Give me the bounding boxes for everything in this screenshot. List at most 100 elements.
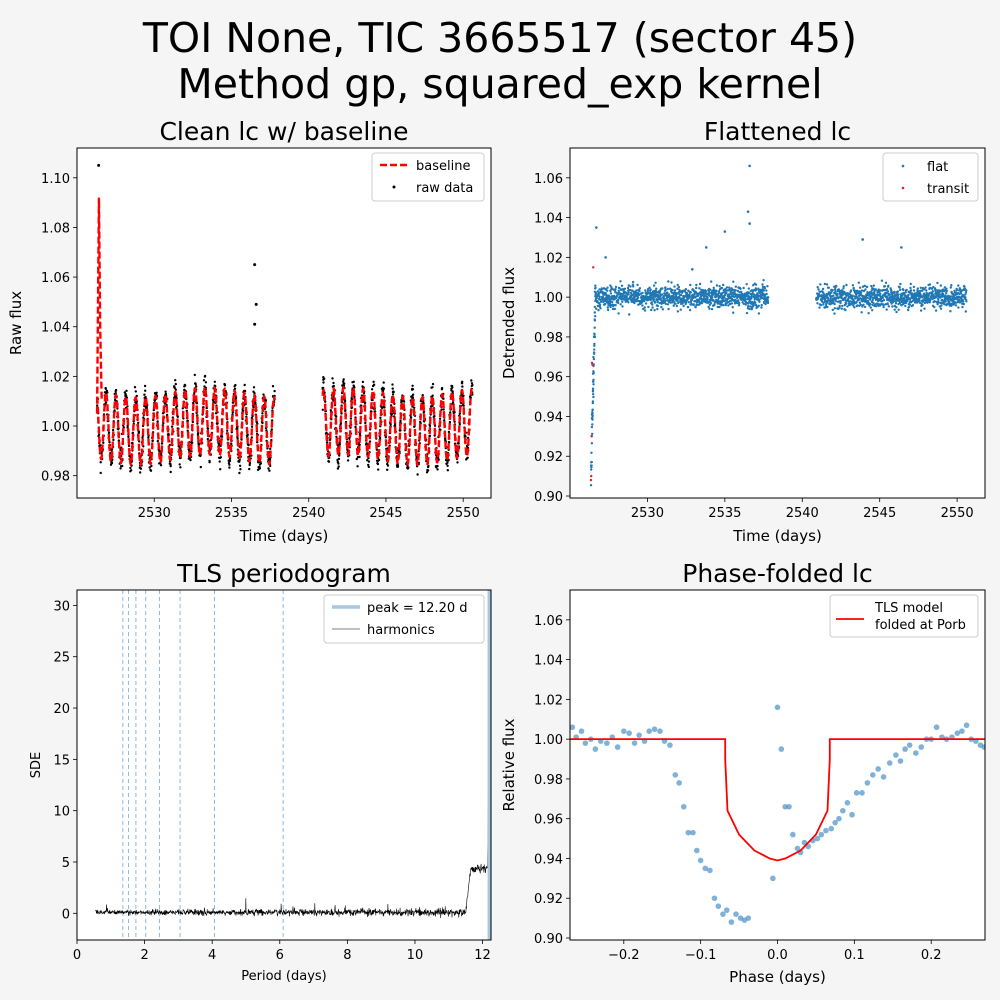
x-tick-label: 2550: [447, 506, 480, 521]
axes-frame: [569, 147, 986, 499]
x-tick-label: 2535: [215, 506, 248, 521]
raw-data-outlier: [253, 322, 257, 326]
flat-outlier: [704, 246, 708, 249]
y-tick-label: 1.04: [534, 654, 563, 669]
y-tick-label: 20: [53, 702, 70, 717]
flat-outlier: [748, 164, 751, 168]
y-tick-label: 1.06: [534, 172, 563, 187]
legend-raw-swatch: [392, 185, 396, 189]
axes-frame: [76, 147, 492, 499]
folded-point: [620, 728, 627, 734]
y-tick-label: 15: [53, 753, 70, 768]
folded-point: [794, 845, 801, 852]
folded-point: [954, 730, 961, 736]
transit-point: [591, 363, 594, 366]
folded-point: [614, 744, 621, 750]
legend-box: [323, 594, 485, 644]
folded-point: [694, 847, 700, 854]
x-axis-label: Time (days): [732, 527, 822, 545]
flat-outlier: [748, 222, 751, 225]
y-tick-label: 1.00: [534, 291, 563, 306]
y-tick-label: 5: [62, 856, 70, 871]
panel-1: 2530 2535 2540 2545 2550 0.98 1.00 1.02 1.04 1.06…: [7, 117, 492, 545]
raw-data-outlier: [253, 263, 257, 267]
legend-harmonics-label: harmonics: [367, 623, 435, 638]
x-tick-label: 0.0: [767, 948, 788, 963]
baseline-line: [95, 385, 474, 467]
legend-peak-label: peak = 12.20 d: [367, 601, 468, 616]
folded-point: [906, 742, 913, 748]
y-tick-label: 0.96: [534, 371, 563, 386]
folded-point: [604, 740, 610, 746]
folded-point: [626, 730, 632, 736]
transit-point: [589, 478, 593, 482]
plot-area: [77, 148, 491, 498]
y-tick-label: 0.90: [534, 932, 563, 947]
legend-model-label-2: folded at Porb: [875, 618, 966, 633]
flat-outlier: [604, 256, 607, 259]
folded-point: [959, 728, 965, 734]
y-axis-label: SDE: [29, 752, 44, 778]
transit-point: [592, 266, 595, 269]
folded-point: [592, 746, 599, 752]
folded-point: [913, 750, 919, 756]
legend-baseline-label: baseline: [416, 159, 470, 174]
legend-model-label-1: TLS model: [874, 601, 943, 616]
axes-frame: [569, 589, 986, 941]
legend: flat transit: [882, 152, 979, 202]
x-tick-label: 2540: [292, 506, 325, 521]
x-tick-label: 6: [276, 948, 284, 963]
x-axis-label: Period (days): [241, 969, 327, 984]
folded-point: [723, 907, 730, 913]
folded-point: [646, 728, 652, 734]
folded-point: [902, 746, 908, 752]
legend-flat-swatch: [901, 164, 905, 168]
x-tick-label: 0: [73, 948, 81, 963]
legend: baseline raw data: [371, 152, 485, 202]
folded-point: [818, 831, 825, 838]
legend-transit-label: transit: [927, 182, 969, 197]
plot-content: [589, 164, 968, 487]
folded-point: [886, 760, 893, 766]
raw-data-outlier: [97, 163, 101, 167]
legend: peak = 12.20 d harmonics: [323, 594, 485, 644]
legend-transit-swatch: [901, 186, 905, 190]
folded-point: [981, 744, 985, 750]
folded-point: [869, 772, 876, 778]
folded-point: [859, 790, 865, 796]
folded-point: [828, 825, 835, 832]
legend: TLS model folded at Porb: [829, 594, 979, 638]
folded-point: [823, 827, 829, 834]
axes-frame: [76, 589, 492, 941]
x-tick-label: 4: [208, 948, 216, 963]
plot-content: [95, 163, 474, 476]
folded-point: [853, 790, 860, 796]
legend-box: [882, 152, 979, 202]
y-tick-label: 0.94: [534, 852, 563, 867]
transit-point: [590, 435, 593, 438]
folded-point: [631, 740, 638, 746]
folded-point: [864, 780, 871, 786]
y-tick-label: 1.04: [534, 212, 563, 227]
x-tick-label: −0.2: [608, 948, 640, 963]
flat-outlier: [900, 246, 903, 249]
folded-point: [636, 732, 642, 738]
x-axis-label: Phase (days): [729, 968, 826, 986]
legend-raw-label: raw data: [416, 181, 473, 196]
y-tick-label: 0.92: [534, 892, 563, 907]
folded-point: [832, 819, 838, 826]
x-tick-label: −0.1: [685, 948, 717, 963]
folded-point: [933, 724, 940, 731]
folded-point: [875, 766, 881, 772]
flat-outlier: [595, 226, 598, 229]
panel-title: Phase-folded lc: [682, 559, 872, 588]
panel-2: 2530 2535 2540 2545 2550 0.90 0.92 0.94 0.96 0.98…: [500, 117, 986, 545]
folded-point: [711, 895, 718, 902]
y-tick-label: 1.04: [41, 321, 70, 336]
folded-point: [840, 807, 846, 814]
flat-outlier: [723, 230, 727, 233]
folded-point: [814, 835, 821, 842]
x-tick-label: 10: [407, 948, 424, 963]
figure-title-line2: Method gp, squared_exp kernel: [177, 60, 823, 108]
